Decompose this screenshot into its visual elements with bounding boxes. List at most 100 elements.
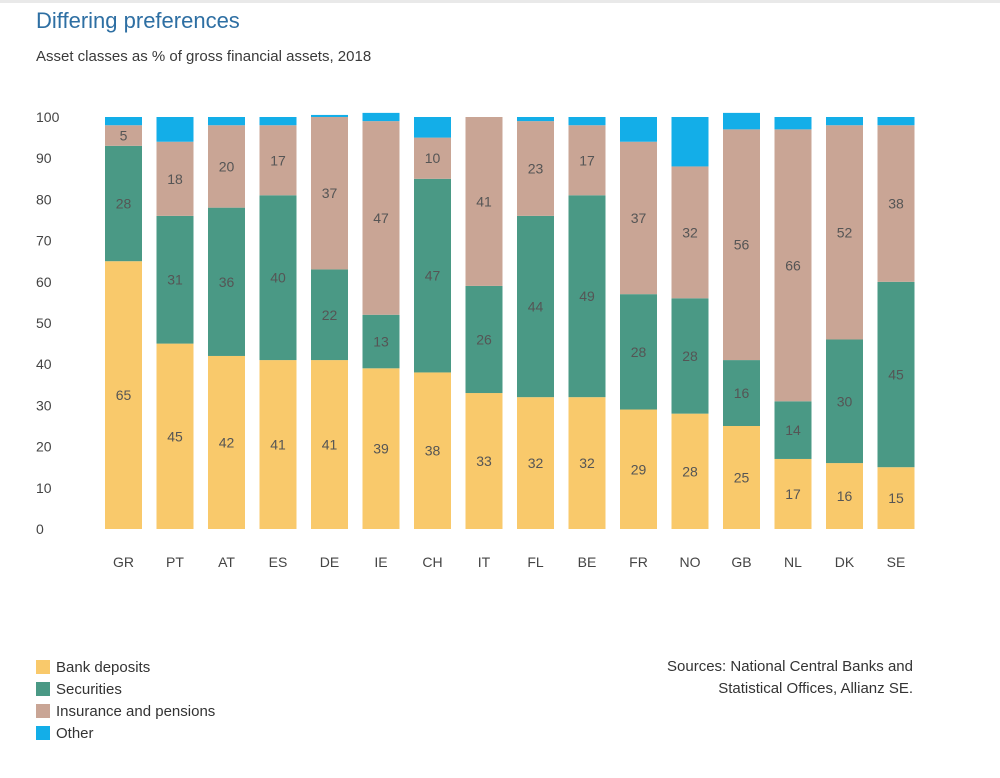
bar-segment-securities: [826, 339, 863, 464]
bar-segment-bank-deposits: [620, 409, 657, 529]
bar-segment-securities: [311, 269, 348, 361]
x-tick-label: GR: [113, 554, 134, 570]
x-tick-label: IT: [478, 554, 491, 570]
legend: Bank deposits Securities Insurance and pen…: [36, 656, 215, 744]
sources-line-2: Statistical Offices, Allianz SE.: [718, 680, 913, 697]
y-tick-label: 40: [36, 356, 52, 372]
chart-title: Differing preferences: [36, 8, 240, 33]
chart-subtitle: Asset classes as % of gross financial as…: [36, 48, 372, 65]
data-label: 20: [219, 158, 235, 174]
bar-segment-securities: [774, 401, 812, 459]
data-label: 16: [734, 385, 750, 401]
bar-segment-other: [414, 117, 451, 138]
bar-segment-other: [774, 117, 812, 130]
data-label: 26: [476, 331, 492, 347]
bar-segment-securities: [414, 178, 451, 373]
stacked-bar-chart: 0 10 20 30 40 50 60 70 80 90 100 65 28 5 GR 45 31 18 PT 42 3…: [36, 109, 915, 570]
data-label: 28: [682, 348, 698, 364]
y-tick-label: 60: [36, 274, 52, 290]
bar-segment-securities: [671, 298, 709, 414]
bar-segment-other: [311, 114, 348, 117]
legend-label: Bank deposits: [56, 658, 151, 676]
y-tick-label: 20: [36, 439, 52, 455]
bar-segment-other: [156, 117, 194, 142]
bar-segment-securities: [362, 314, 400, 369]
data-label: 31: [167, 272, 183, 288]
bar-segment-insurance-and-pensions: [465, 117, 503, 286]
data-label: 38: [425, 443, 441, 459]
data-label: 66: [785, 257, 801, 273]
bar-segment-bank-deposits: [259, 360, 297, 529]
data-label: 65: [116, 387, 132, 403]
bar-segment-insurance-and-pensions: [671, 166, 709, 299]
top-divider: [0, 0, 1000, 3]
bar-segment-bank-deposits: [723, 426, 760, 529]
data-label: 16: [837, 488, 853, 504]
data-label: 47: [373, 210, 389, 226]
data-label: 33: [476, 453, 492, 469]
data-label: 13: [373, 334, 389, 350]
data-label: 45: [167, 428, 183, 444]
data-label: 10: [425, 150, 441, 166]
bar-segment-other: [723, 112, 760, 130]
bar-segment-insurance-and-pensions: [517, 121, 554, 216]
data-label: 41: [476, 193, 492, 209]
bar-segment-insurance-and-pensions: [156, 141, 194, 216]
bar-segment-bank-deposits: [517, 397, 554, 529]
legend-item: Insurance and pensions: [36, 700, 215, 722]
bar-segment-other: [620, 117, 657, 142]
y-tick-label: 0: [36, 521, 44, 537]
bar-segment-insurance-and-pensions: [877, 125, 915, 282]
bar-segment-securities: [517, 215, 554, 398]
x-tick-label: ES: [269, 554, 288, 570]
bar-segment-securities: [156, 215, 194, 344]
x-tick-label: DE: [320, 554, 339, 570]
bar-segment-securities: [620, 294, 657, 410]
data-label: 36: [219, 274, 235, 290]
y-tick-label: 80: [36, 191, 52, 207]
data-label: 44: [528, 299, 544, 315]
bar-segment-bank-deposits: [671, 413, 709, 529]
x-tick-label: GB: [731, 554, 751, 570]
y-tick-label: 50: [36, 315, 52, 331]
x-tick-label: DK: [835, 554, 855, 570]
bar-segment-bank-deposits: [774, 458, 812, 529]
data-label: 42: [219, 434, 235, 450]
data-label: 41: [322, 437, 338, 453]
bar-segment-insurance-and-pensions: [774, 129, 812, 402]
legend-swatch: [36, 726, 50, 740]
bar-segment-securities: [208, 207, 245, 356]
bar-segment-other: [877, 117, 915, 126]
bar-segment-insurance-and-pensions: [105, 125, 142, 146]
data-label: 29: [631, 461, 647, 477]
data-label: 40: [270, 270, 286, 286]
legend-swatch: [36, 704, 50, 718]
data-label: 14: [785, 422, 801, 438]
x-tick-label: FL: [527, 554, 544, 570]
data-label: 38: [888, 196, 904, 212]
data-label: 23: [528, 161, 544, 177]
data-label: 28: [682, 463, 698, 479]
y-tick-label: 10: [36, 480, 52, 496]
bar-segment-bank-deposits: [568, 397, 606, 529]
data-label: 17: [270, 152, 286, 168]
x-tick-label: AT: [218, 554, 235, 570]
x-tick-label: IE: [374, 554, 387, 570]
legend-label: Securities: [56, 680, 122, 698]
bar-segment-other: [362, 112, 400, 122]
legend-item: Securities: [36, 678, 215, 700]
bar-segment-bank-deposits: [362, 368, 400, 529]
y-tick-label: 90: [36, 150, 52, 166]
bar-segment-other: [208, 117, 245, 126]
bar-segment-other: [568, 117, 606, 126]
bar-segment-insurance-and-pensions: [259, 125, 297, 196]
bar-segment-bank-deposits: [414, 372, 451, 529]
y-tick-label: 30: [36, 397, 52, 413]
bar-segment-other: [671, 117, 709, 167]
x-tick-label: NL: [784, 554, 802, 570]
data-label: 37: [322, 185, 338, 201]
data-label: 5: [120, 128, 128, 144]
bar-segment-bank-deposits: [311, 360, 348, 529]
data-label: 56: [734, 237, 750, 253]
legend-label: Insurance and pensions: [56, 702, 216, 720]
